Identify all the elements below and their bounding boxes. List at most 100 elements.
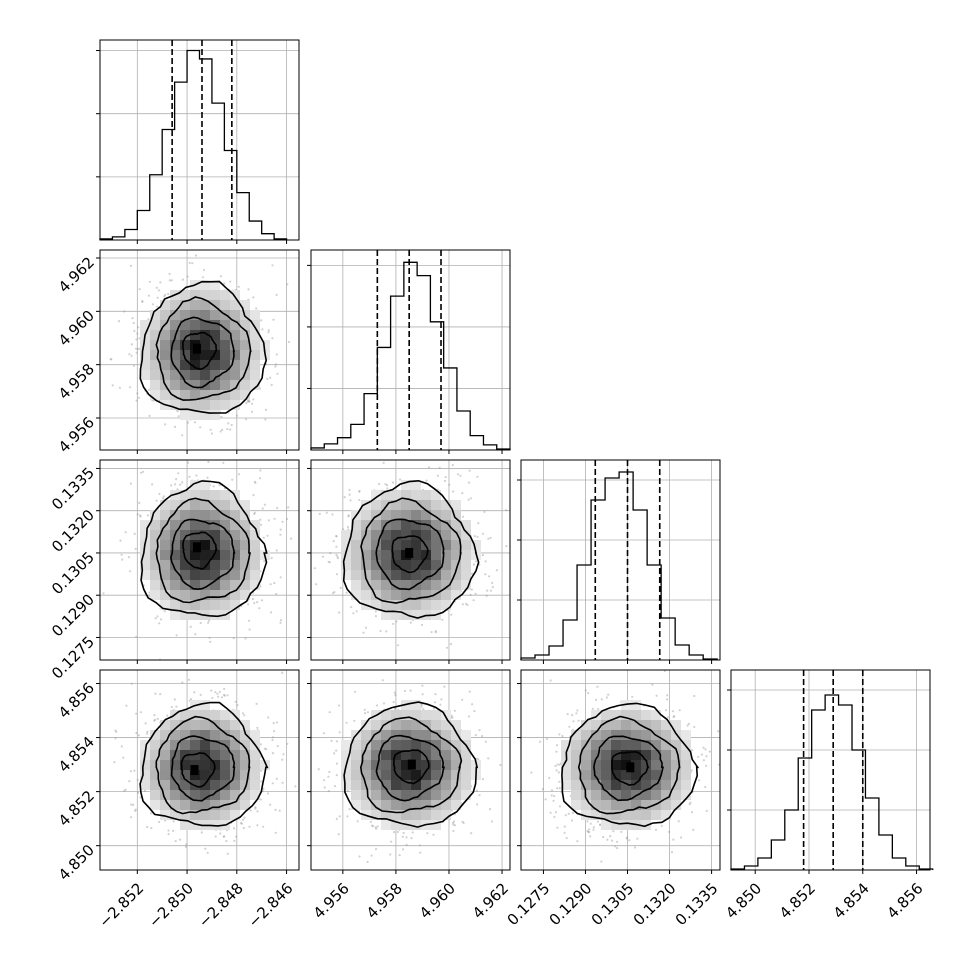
scatter-point xyxy=(153,719,156,722)
density-cell xyxy=(411,490,421,500)
scatter-point xyxy=(335,774,338,777)
scatter-point xyxy=(331,592,335,595)
scatter-point xyxy=(599,823,602,827)
density-cell xyxy=(250,570,260,580)
density-cell xyxy=(381,780,391,790)
density-cell xyxy=(441,770,451,780)
scatter-point xyxy=(148,388,151,391)
scatter-point xyxy=(561,734,564,738)
x-tick-label: −2.848 xyxy=(195,879,247,931)
density-cell xyxy=(411,820,421,830)
scatter-point xyxy=(130,816,133,819)
density-cell xyxy=(601,760,611,770)
scatter-point xyxy=(353,719,356,722)
scatter-point xyxy=(481,778,484,781)
scatter-point xyxy=(259,469,262,472)
density-cell xyxy=(671,720,681,730)
scatter-point xyxy=(335,553,338,556)
scatter-point xyxy=(369,820,372,824)
density-cell xyxy=(391,720,401,730)
scatter-point xyxy=(134,808,137,811)
scatter-point xyxy=(558,780,561,783)
density-cell xyxy=(381,530,391,540)
density-cell xyxy=(441,760,451,770)
density-cell xyxy=(150,380,160,390)
scatter-point xyxy=(167,833,170,836)
scatter-point xyxy=(333,785,337,788)
density-cell xyxy=(591,740,601,750)
scatter-point xyxy=(335,738,337,740)
scatter-point xyxy=(358,498,361,502)
scatter-point xyxy=(181,681,184,684)
density-cell xyxy=(220,520,230,530)
density-cell xyxy=(401,800,411,810)
scatter-point xyxy=(219,430,222,433)
scatter-point xyxy=(114,729,117,732)
scatter-point xyxy=(118,386,121,389)
density-cell xyxy=(210,490,220,500)
scatter-point xyxy=(440,698,443,701)
scatter-point xyxy=(702,746,705,749)
scatter-point xyxy=(553,795,556,798)
scatter-point xyxy=(704,748,707,751)
panel-grid xyxy=(96,40,299,244)
contour-line xyxy=(391,535,429,574)
scatter-point xyxy=(555,769,558,772)
scatter-point xyxy=(261,328,264,331)
density-cell xyxy=(631,810,641,820)
density-cell xyxy=(401,480,411,490)
scatter-point xyxy=(195,474,198,477)
density-cell xyxy=(351,780,361,790)
scatter-point xyxy=(487,757,490,760)
density-cell xyxy=(391,520,401,530)
density-cell xyxy=(220,750,230,760)
density-cell xyxy=(170,540,180,550)
density-cell xyxy=(631,750,641,760)
density-cell xyxy=(160,350,170,360)
scatter-point xyxy=(183,215,185,217)
scatter-point xyxy=(724,724,726,726)
density-cell xyxy=(351,570,361,580)
scatter-point xyxy=(358,490,361,493)
density-cell xyxy=(411,500,421,510)
density-cell xyxy=(431,600,441,610)
density-cell xyxy=(671,800,681,810)
scatter-point xyxy=(481,554,484,557)
density-cell xyxy=(180,610,190,620)
density-cell xyxy=(180,500,190,510)
density-cell xyxy=(160,600,170,610)
density-cell xyxy=(150,570,160,580)
density-cell xyxy=(220,490,230,500)
density-cell xyxy=(431,570,441,580)
density-cell xyxy=(641,790,651,800)
density-cell xyxy=(220,300,230,310)
density-cell xyxy=(190,410,200,420)
scatter-point xyxy=(242,826,245,830)
density-cell xyxy=(361,740,371,750)
density-cell xyxy=(411,550,421,560)
scatter-point xyxy=(666,698,669,701)
density-cell xyxy=(581,810,591,820)
density-cell xyxy=(220,330,230,340)
scatter-point xyxy=(567,812,570,816)
density-cell xyxy=(220,540,230,550)
scatter-point xyxy=(123,789,126,792)
x-tick-label: −2.846 xyxy=(245,879,297,931)
scatter-point xyxy=(154,617,157,620)
density-cell xyxy=(180,800,190,810)
density-cell xyxy=(421,550,431,560)
scatter-point xyxy=(315,583,318,586)
scatter-point xyxy=(148,594,151,597)
density-cell xyxy=(671,770,681,780)
density-cell xyxy=(451,500,461,510)
scatter-point xyxy=(588,831,591,834)
density-cell xyxy=(190,720,200,730)
density-cell xyxy=(441,550,451,560)
scatter-point xyxy=(398,854,401,857)
scatter-point xyxy=(305,493,307,495)
density-cell xyxy=(371,760,381,770)
density-cell xyxy=(411,560,421,570)
density-cell xyxy=(431,540,441,550)
density-cell xyxy=(210,330,220,340)
density-cell xyxy=(451,720,461,730)
